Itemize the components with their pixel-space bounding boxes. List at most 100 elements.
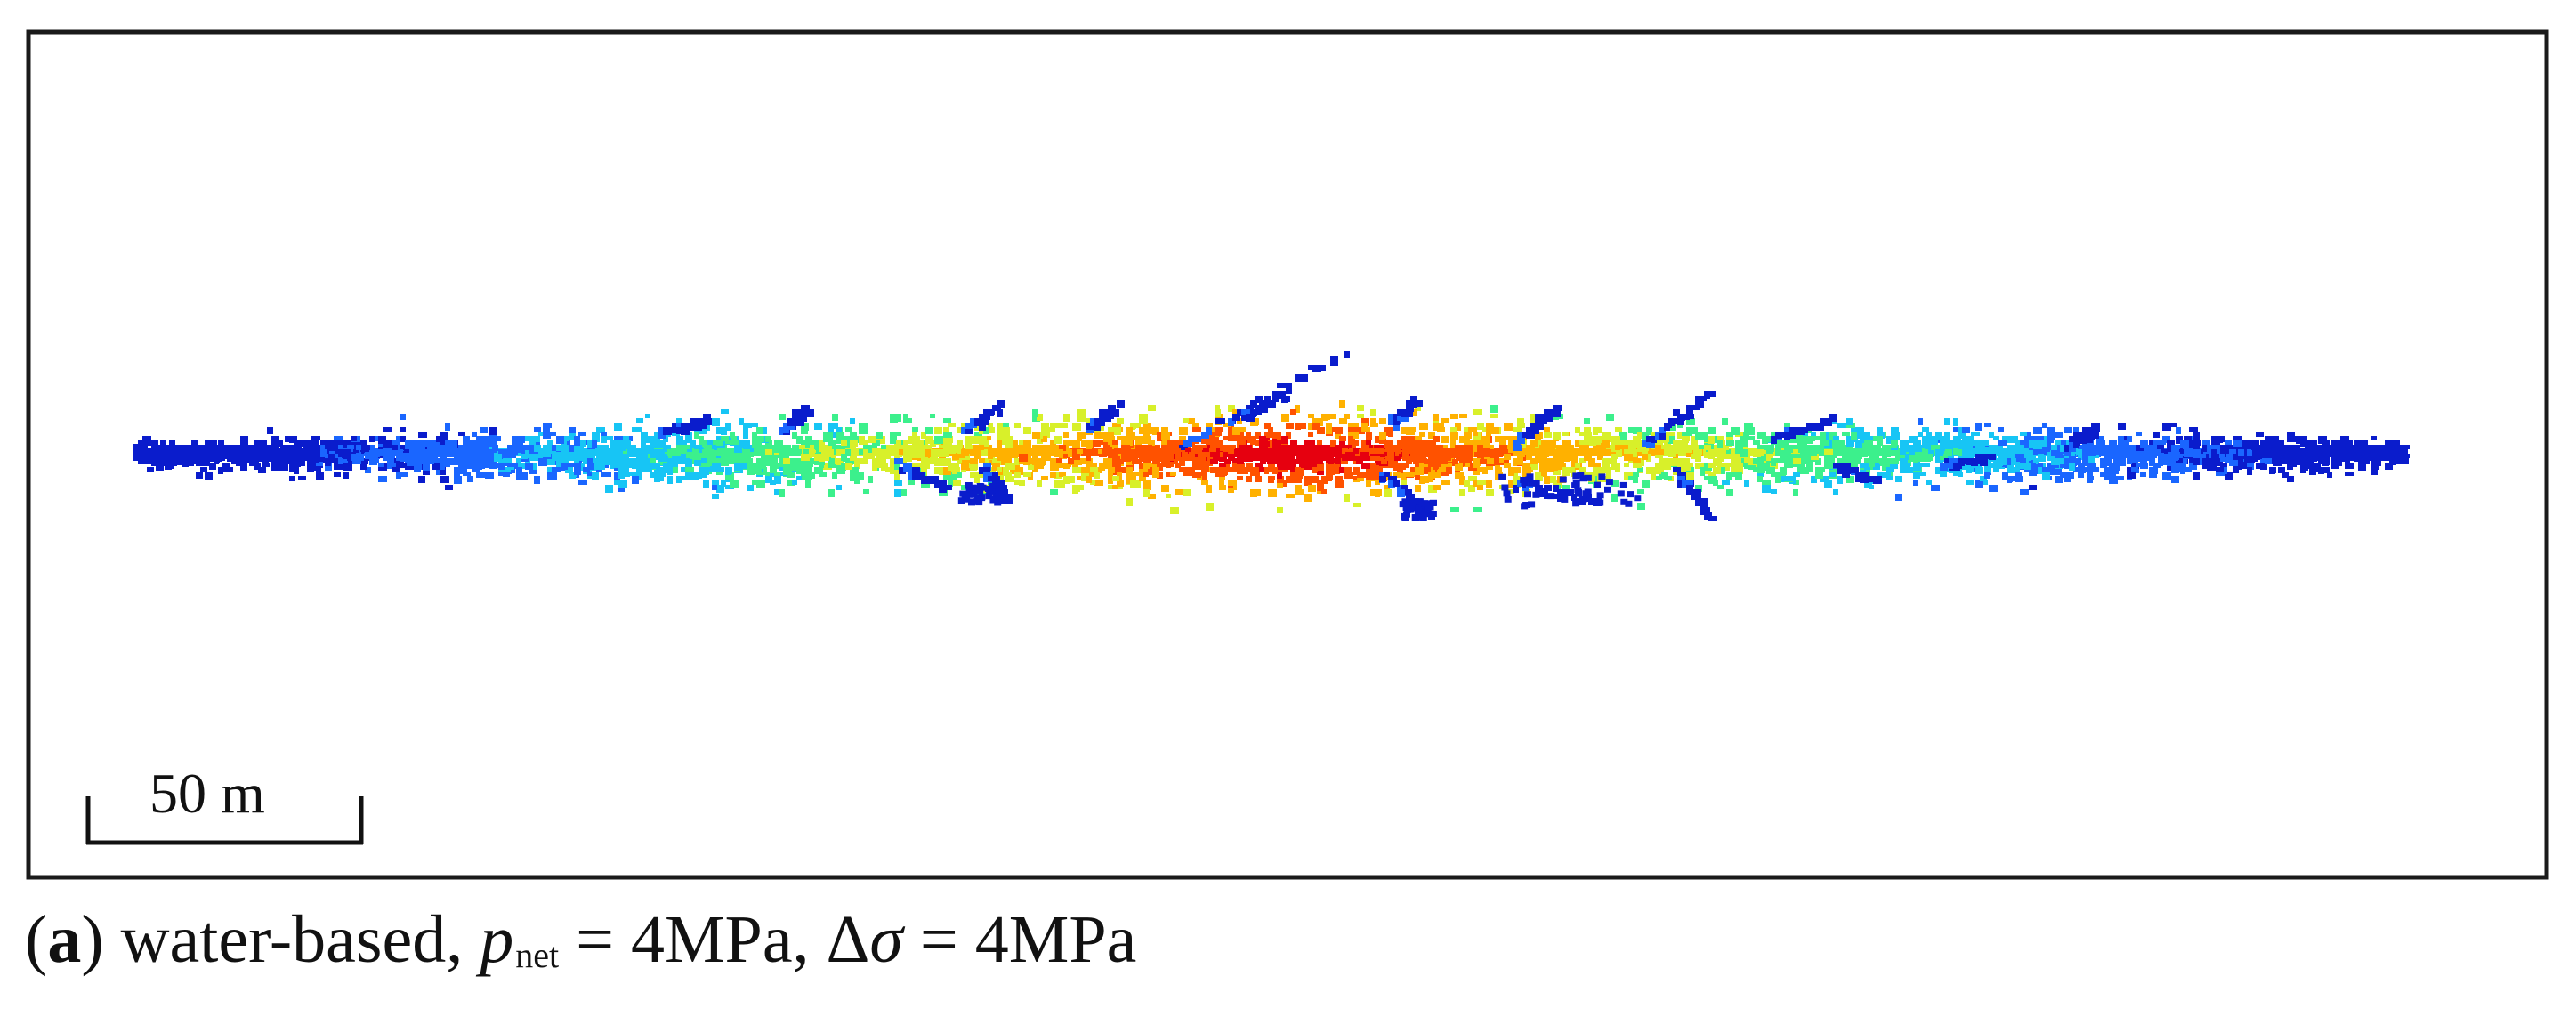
- fracture-cell: [320, 445, 327, 451]
- fracture-cell: [2149, 458, 2155, 466]
- fracture-cell: [2140, 463, 2148, 469]
- fracture-cell: [1704, 454, 1709, 458]
- fracture-cell: [2327, 445, 2335, 449]
- fracture-cell: [1829, 472, 1836, 477]
- fracture-cell: [1441, 463, 1449, 469]
- fracture-cell: [529, 467, 537, 474]
- fracture-cell: [2309, 440, 2317, 448]
- fracture-cell: [245, 454, 251, 462]
- fracture-cell: [1993, 448, 1999, 456]
- fracture-cell: [1081, 476, 1087, 481]
- fracture-cell: [1143, 480, 1151, 487]
- fracture-cell: [1864, 432, 1870, 437]
- fracture-cell: [543, 423, 552, 428]
- fracture-cell: [685, 467, 694, 474]
- fracture-cell: [1046, 445, 1051, 449]
- fracture-cell: [516, 436, 525, 443]
- fracture-cell: [2047, 463, 2052, 469]
- fracture-cell: [1820, 476, 1829, 482]
- fracture-cell: [2318, 458, 2325, 464]
- fracture-cell: [2327, 472, 2332, 478]
- fracture-cell: [1913, 480, 1918, 486]
- fracture-cell: [1659, 472, 1668, 479]
- fracture-cell: [222, 449, 229, 457]
- fracture-cell: [480, 449, 486, 456]
- fracture-cell: [716, 427, 723, 434]
- fracture-cell: [988, 458, 993, 465]
- fracture-cell: [1353, 467, 1360, 475]
- fracture-cell: [1086, 463, 1093, 467]
- fracture-cell: [1508, 445, 1514, 453]
- fracture-cell: [1059, 472, 1066, 477]
- fracture-cell: [485, 458, 491, 466]
- fracture-cell: [1918, 454, 1923, 462]
- fracture-cell: [569, 472, 576, 479]
- fracture-cell: [1037, 414, 1043, 421]
- fracture-cell: [970, 463, 978, 470]
- fracture-cell: [1468, 476, 1477, 481]
- fracture-cell: [925, 445, 931, 451]
- fracture-cell: [1975, 480, 1983, 488]
- fracture-cell: [948, 423, 956, 427]
- fracture-cell: [2118, 436, 2124, 440]
- fracture-cell: [832, 445, 840, 452]
- fracture-cell: [2202, 463, 2208, 469]
- fracture-cell: [2251, 440, 2259, 446]
- fracture-cell: [1001, 436, 1008, 441]
- fracture-cell: [1873, 454, 1879, 462]
- fracture-cell: [1615, 436, 1620, 443]
- fracture-cell: [1513, 476, 1521, 483]
- fracture-cell: [1081, 472, 1089, 479]
- fracture-cell: [1223, 423, 1231, 427]
- fracture-cell: [200, 445, 206, 453]
- fracture-cell: [236, 458, 244, 466]
- fracture-cell: [1361, 423, 1368, 430]
- fracture-cell: [485, 454, 490, 460]
- fracture-cell: [2273, 436, 2279, 441]
- fracture-cell: [974, 454, 981, 459]
- fracture-cell: [325, 445, 334, 451]
- fracture-cell: [1161, 485, 1169, 492]
- fracture-cell: [1619, 440, 1626, 448]
- fracture-cell: [707, 454, 713, 461]
- fracture-cell: [1379, 436, 1386, 444]
- fracture-cell: [592, 432, 600, 439]
- fracture-cell: [1455, 472, 1464, 479]
- fracture-cell: [1784, 445, 1789, 449]
- fracture-cell: [1299, 463, 1305, 468]
- fracture-cell: [1775, 445, 1781, 452]
- fracture-cell: [2078, 472, 2084, 478]
- fracture-cell: [1958, 432, 1966, 439]
- fracture-cell: [1188, 467, 1195, 474]
- fracture-cell: [1611, 440, 1616, 448]
- fracture-cell: [503, 449, 509, 455]
- fracture-cell: [2064, 458, 2071, 465]
- fracture-cell: [1344, 467, 1351, 473]
- fracture-cell: [2078, 467, 2086, 473]
- fracture-cell: [1237, 463, 1245, 468]
- fracture-cell: [965, 445, 973, 449]
- fracture-cell: [2287, 476, 2294, 482]
- fracture-cell: [191, 458, 198, 464]
- fracture-cell: [565, 467, 573, 473]
- fracture-cell: [1646, 427, 1652, 435]
- fracture-cell: [1108, 454, 1117, 462]
- fracture-cell: [1891, 427, 1899, 432]
- fracture-cell: [1753, 458, 1762, 464]
- fracture-cell: [2055, 449, 2063, 456]
- fracture-cell: [614, 472, 620, 480]
- fracture-cell: [445, 423, 450, 431]
- fracture-cell: [957, 427, 965, 433]
- fracture-cell: [739, 440, 745, 448]
- fracture-cell: [774, 454, 781, 458]
- fracture-cell: [1837, 423, 1846, 428]
- fracture-cell: [1126, 498, 1133, 506]
- fracture-cell: [2167, 440, 2175, 448]
- fracture-cell: [930, 454, 938, 462]
- fracture-cell: [743, 445, 748, 451]
- fracture-cell: [578, 432, 586, 436]
- fracture-cell: [1686, 427, 1694, 433]
- fracture-cell: [1237, 418, 1242, 424]
- fracture-cell: [1295, 489, 1304, 495]
- fracture-cell: [979, 440, 987, 445]
